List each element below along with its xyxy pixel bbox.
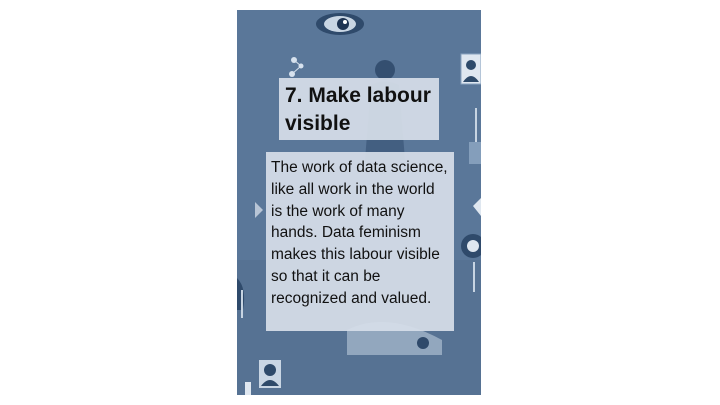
body-box: The work of data science, like all work …	[266, 152, 454, 331]
title-box: 7. Make labour visible	[279, 78, 439, 140]
slide-title: 7. Make labour visible	[285, 84, 431, 135]
network-nodes-icon	[289, 57, 304, 77]
illustrated-card: 7. Make labour visible The work of data …	[237, 10, 481, 395]
slide-body-text: The work of data science, like all work …	[271, 159, 448, 307]
person-avatar-icon	[460, 53, 481, 85]
person-avatar-icon	[259, 360, 281, 388]
eye-icon	[316, 13, 364, 35]
